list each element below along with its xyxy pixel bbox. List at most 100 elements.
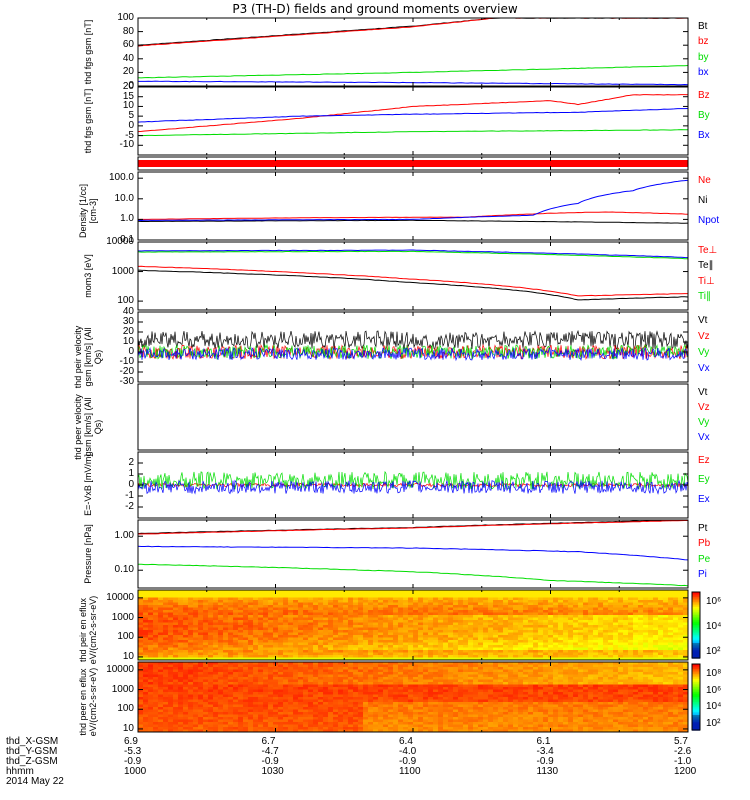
legend-entry: Ez [698,455,710,466]
y-tick-label: 40 [122,306,134,317]
colorbar-tick: 10² [706,718,721,729]
legend-entry: Vx [698,432,710,443]
y-tick-label: -30 [119,376,134,387]
legend-entry: Vz [698,402,710,413]
legend-entry: Vt [698,315,708,326]
spectrogram-10 [138,590,688,660]
legend-entry: Vt [698,387,708,398]
panel-frame [137,519,689,589]
colorbar-tick: 10² [706,646,721,657]
legend-entry: Ne [698,175,711,186]
y-axis-label: thd peer velocity gsm [km/s] (All Qs) [73,394,103,460]
panel-2 [137,86,689,156]
y-axis-label: E=-VxB [mV/m] [83,454,93,516]
panel-4 [137,171,689,241]
y-tick-label: 20 [122,326,134,337]
y-tick-label: -5 [125,129,134,141]
y-tick-label: 10 [122,650,134,662]
y-tick-label: 1.00 [114,530,134,542]
y-tick-label: 20 [122,66,134,78]
series-Ni [138,219,688,224]
panel-3 [137,156,689,171]
legend-entry: Vx [698,362,710,374]
footer-value: -0.9 [399,756,417,767]
colorbar-tick: 10⁶ [706,684,722,696]
panel-10 [137,589,701,661]
legend-entry: Ti⊥ [698,275,715,287]
footer-value: 5.7 [674,736,688,747]
series-flag [138,160,688,167]
panel-frame [137,383,689,451]
y-tick-label: 2 [128,457,134,468]
y-axis-label: Density [1/cc] [cm-3] [78,183,98,239]
y-axis-label: thd fgs gsm [nT] [83,19,93,85]
panel-1 [137,17,689,87]
y-tick-label: 10 [122,336,134,347]
legend-entry: Pb [698,538,711,550]
y-axis-label: mom3 [eV] [83,254,93,298]
y-tick-label: 5 [128,110,134,122]
y-tick-label: 1 [128,468,134,479]
footer-value: 1030 [261,766,284,777]
footer-value: 1130 [536,766,559,777]
series-Ti∥ [138,269,688,301]
y-tick-label: 10000 [106,236,134,247]
footer-value: -0.9 [261,756,279,767]
panel-6 [137,311,689,383]
y-tick-label: 0 [128,479,134,490]
panel-11 [137,661,701,733]
y-tick-label: 10 [122,100,134,112]
y-tick-label: 1000 [111,611,134,623]
legend-entry: Pi [698,569,707,581]
y-tick-label: 0.10 [114,564,134,576]
y-tick-label: 10 [122,722,134,734]
y-tick-label: 30 [122,316,134,327]
footer-value: 6.9 [124,736,138,747]
series-Bz [138,94,688,133]
legend-entry: Pe [698,553,711,565]
series-Ey [138,470,688,490]
series-Te∥ [138,250,688,260]
footer-value: -0.9 [536,756,554,767]
footer-value: -4.0 [399,746,417,757]
legend-entry: By [698,110,710,121]
series-Pe [138,563,688,587]
footer-value: -3.4 [536,746,554,757]
footer-value: 6.1 [536,736,551,747]
footer-value: 1200 [674,766,697,777]
legend-entry: Vy [698,417,710,428]
footer-value: 1000 [124,766,147,777]
legend-entry: Ey [698,474,710,486]
y-tick-label: 40 [122,52,134,64]
y-tick-label: 0 [128,80,134,91]
y-tick-label: 10000 [106,663,134,675]
colorbar-tick: 10⁸ [706,668,722,679]
legend-entry: Te⊥ [698,245,718,256]
footer-row-label: thd_Y-GSM [6,746,58,757]
colorbar-tick: 10⁶ [706,596,722,607]
footer-value: 6.4 [399,736,413,747]
colorbar-tick: 10⁴ [706,701,722,713]
y-tick-label: -1 [125,490,134,501]
legend-entry: Te∥ [698,260,714,272]
footer-date: 2014 May 22 [6,776,64,787]
footer-value: 1100 [399,766,421,777]
legend-entry: Ti∥ [698,291,711,303]
y-axis-label: thd peir en eflux eV/(cm2-s-sr-eV) [78,595,98,665]
footer-row-label: hhmm [6,766,34,777]
colorbar-tick: 10⁴ [706,621,722,632]
y-tick-label: 80 [122,25,134,37]
footer-row-label: thd_X-GSM [6,736,59,747]
legend-entry: Pt [698,523,708,534]
panel-frame [137,86,689,156]
y-tick-label: 1000 [111,265,134,277]
legend-entry: Vy [698,346,710,358]
y-tick-label: 100 [117,631,134,643]
y-axis-label: thd peer en eflux eV/(cm2-s-sr-eV) [78,667,98,737]
series-Vt [138,329,688,350]
y-tick-label: -10 [119,356,134,367]
panel-5 [137,241,689,311]
panel-frame [137,171,689,241]
footer-value: -5.3 [124,746,142,757]
